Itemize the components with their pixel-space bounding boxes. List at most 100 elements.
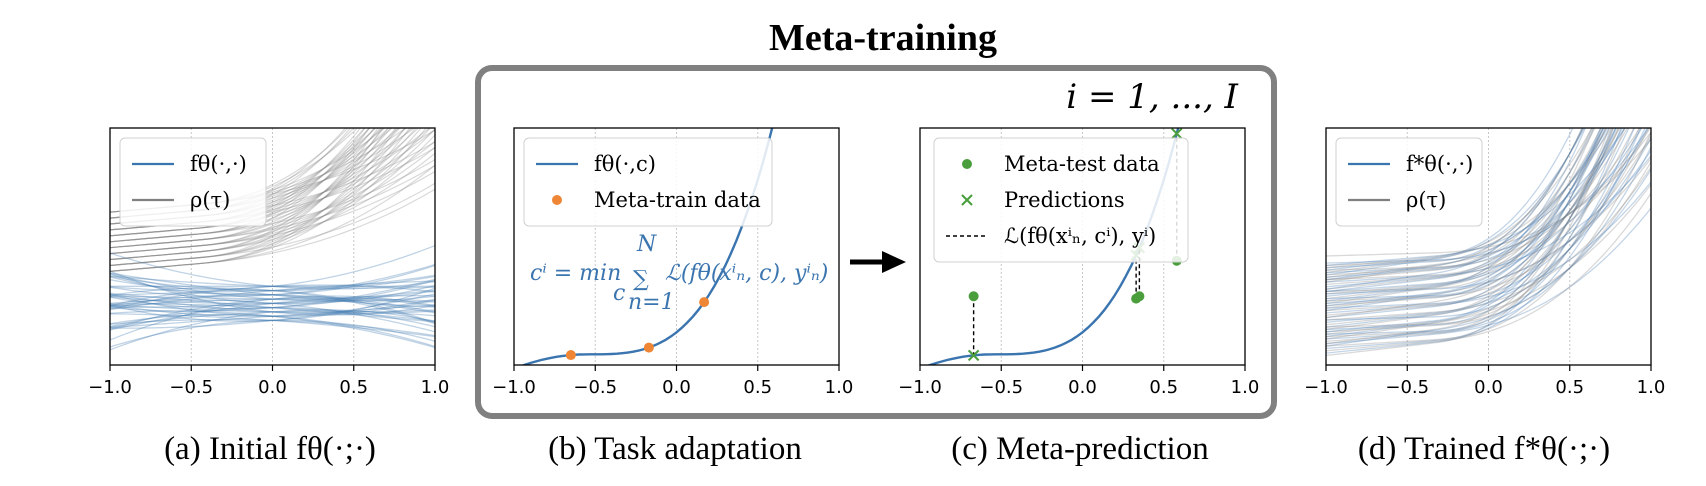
trained-sample-curve [1326, 128, 1617, 293]
trained-sample-curve [1326, 128, 1635, 316]
trained-sample-curve [1326, 128, 1609, 281]
trained-sample-curve [1326, 128, 1596, 281]
legend-label: ρ(τ) [190, 188, 230, 212]
model-sample-curve [110, 298, 435, 317]
prior-sample-curve [110, 188, 435, 272]
prediction-marker [1171, 128, 1183, 140]
trained-sample-curve [1326, 150, 1651, 295]
equation-min-sub: c [613, 281, 625, 306]
trained-sample-curve [1326, 184, 1651, 340]
model-sample-curve [110, 252, 435, 290]
model-sample-curve [110, 293, 435, 317]
meta-train-point [643, 342, 654, 353]
equation-lhs: cⁱ = min [530, 261, 621, 286]
trained-sample-curve [1326, 128, 1619, 319]
model-sample-curve [110, 295, 435, 331]
prior-sample-curve [110, 128, 435, 261]
trained-sample-curve [1326, 128, 1613, 331]
trained-sample-curve [1326, 128, 1586, 276]
model-sample-curve [110, 275, 435, 289]
legend-label: Predictions [1004, 188, 1125, 212]
prior-sample-curve [110, 128, 413, 237]
trained-sample-curve [1326, 128, 1605, 307]
x-tick-label: 1.0 [825, 377, 854, 398]
legend-label: Meta-test data [1004, 152, 1160, 176]
trained-sample-curve [1326, 128, 1635, 335]
legend-label: ρ(τ) [1406, 188, 1446, 212]
trained-sample-curve [1326, 128, 1629, 305]
trained-sample-curve [1326, 128, 1602, 281]
legend-label: ℒ(fθ(xⁱₙ, cⁱ), yⁱ) [1004, 224, 1156, 248]
model-sample-curve [110, 270, 435, 316]
trained-sample-curve [1326, 128, 1651, 290]
prior-sample-curve [110, 128, 401, 243]
trained-sample-curve [1326, 207, 1651, 345]
trained-sample-curve [1326, 128, 1646, 321]
model-sample-curve [110, 289, 435, 308]
prior-sample-curve [110, 128, 422, 267]
model-sample-curve [110, 280, 435, 311]
trained-sample-curve [1326, 128, 1626, 342]
trained-sample-curve [1326, 128, 1574, 271]
x-tick-label: 0.0 [1474, 377, 1503, 398]
model-sample-curve [110, 294, 435, 313]
model-sample-curve [110, 292, 435, 314]
x-tick-label: −1.0 [88, 377, 132, 398]
prior-sample-curve [110, 128, 379, 261]
trained-sample-curve [1326, 128, 1615, 357]
model-sample-curve [110, 290, 435, 305]
legend-dot-swatch [962, 159, 972, 169]
equation-sum-top: N [636, 232, 657, 257]
prior-sample-curve [110, 128, 362, 237]
trained-sample-curve [1326, 128, 1626, 278]
trained-sample-curve [1326, 128, 1621, 286]
trained-sample-curve [1326, 128, 1593, 269]
model-sample-curve [110, 272, 435, 308]
adaptation-equation: cⁱ = min c ∑ N n=1 ℒ(fθ(xⁱₙ, c), yⁱₙ) [530, 232, 828, 315]
trained-sample-curve [1326, 192, 1651, 352]
prior-sample-curve [110, 128, 432, 255]
trained-sample-curve [1326, 128, 1642, 354]
legend-x-swatch [961, 194, 973, 206]
prior-sample-curve [110, 128, 383, 267]
prior-sample-curve [110, 128, 406, 267]
trained-sample-curve [1326, 166, 1651, 321]
model-sample-curve [110, 296, 435, 331]
trained-sample-curve [1326, 128, 1615, 312]
model-sample-curve [110, 309, 435, 351]
prior-sample-curve [110, 128, 398, 272]
legend-box [933, 137, 1189, 263]
prior-sample-curve [110, 165, 435, 249]
model-sample-curve [110, 278, 435, 312]
trained-sample-curve [1326, 128, 1649, 309]
trained-sample-curve [1326, 128, 1604, 293]
model-sample-curve [110, 279, 435, 310]
trained-sample-curve [1326, 128, 1618, 305]
model-sample-curve [110, 264, 435, 296]
prior-sample-curve [110, 128, 376, 243]
caption-b: (b) Task adaptation [548, 431, 802, 467]
x-tick-label: 0.5 [1555, 377, 1584, 398]
meta-train-point [565, 350, 576, 361]
trained-sample-curve [1326, 138, 1651, 257]
trained-sample-curve [1326, 128, 1607, 300]
model-sample-curve [110, 318, 435, 337]
trained-sample-curve [1326, 128, 1594, 288]
trained-sample-curve [1326, 131, 1651, 278]
trained-sample-curve [1326, 128, 1622, 350]
trained-sample-curve [1326, 128, 1605, 274]
trained-sample-curve [1326, 128, 1641, 328]
trained-sample-curve [1326, 128, 1624, 312]
model-sample-curve [110, 273, 435, 305]
model-sample-curve [110, 310, 435, 328]
model-sample-curve [110, 287, 435, 322]
trained-sample-curve [1326, 128, 1583, 276]
legend-label: f*θ(·,·) [1406, 152, 1473, 176]
trained-sample-curve [1326, 128, 1602, 300]
model-sample-curve [110, 293, 435, 329]
model-sample-curve [110, 313, 435, 348]
model-sample-curve [110, 274, 435, 293]
meta-training-box [475, 65, 1277, 419]
trained-sample-curve [1326, 128, 1585, 283]
